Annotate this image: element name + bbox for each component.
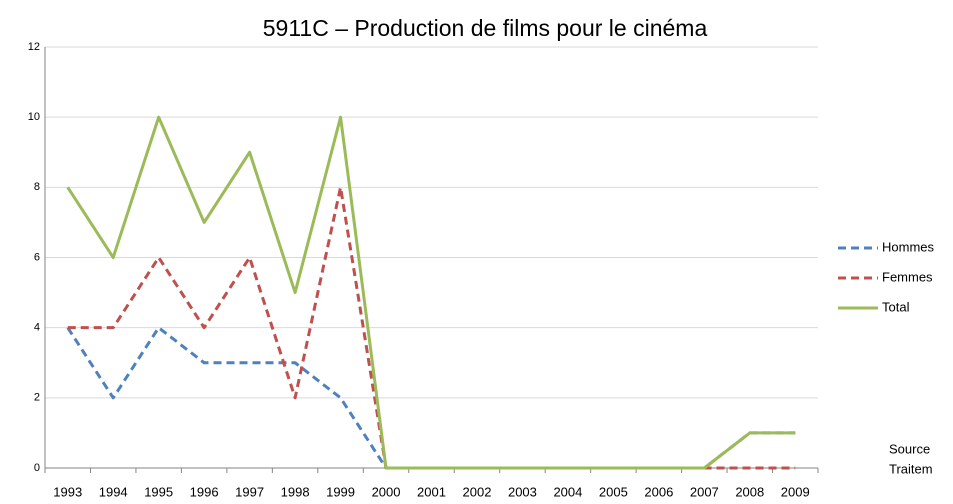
source-note: Traitem: [889, 461, 933, 476]
y-tick-label: 12: [28, 41, 40, 53]
source-note: Source: [889, 441, 930, 456]
x-tick-label: 2006: [644, 484, 673, 499]
x-tick-label: 2003: [508, 484, 537, 499]
y-tick-label: 2: [34, 392, 40, 404]
legend-label: Total: [882, 299, 910, 314]
x-tick-label: 2009: [781, 484, 810, 499]
y-tick-label: 8: [34, 181, 40, 193]
x-tick-label: 1993: [53, 484, 82, 499]
y-tick-label: 6: [34, 251, 40, 263]
chart-title: 5911C – Production de films pour le ciné…: [263, 15, 708, 41]
series-line: [66, 115, 796, 470]
x-tick-label: 2001: [417, 484, 446, 499]
x-tick-label: 2004: [553, 484, 582, 499]
y-tick-label: 0: [34, 462, 40, 474]
x-tick-label: 1995: [144, 484, 173, 499]
x-tick-label: 2000: [372, 484, 401, 499]
x-tick-label: 2005: [599, 484, 628, 499]
legend-label: Hommes: [882, 239, 935, 254]
y-tick-label: 10: [28, 111, 40, 123]
x-tick-label: 1998: [281, 484, 310, 499]
y-tick-label: 4: [34, 322, 40, 334]
x-tick-label: 1997: [235, 484, 264, 499]
x-tick-label: 2002: [463, 484, 492, 499]
x-tick-label: 1999: [326, 484, 355, 499]
x-tick-label: 2007: [690, 484, 719, 499]
legend-label: Femmes: [882, 269, 933, 284]
x-tick-label: 1996: [190, 484, 219, 499]
x-tick-label: 2008: [735, 484, 764, 499]
x-tick-label: 1994: [99, 484, 128, 499]
